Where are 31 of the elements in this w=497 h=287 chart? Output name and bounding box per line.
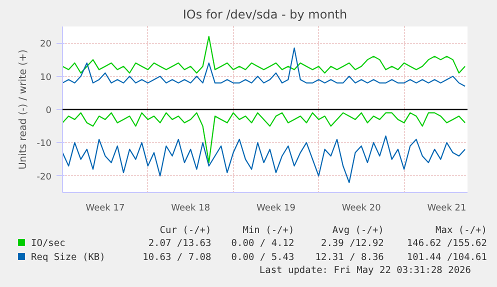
y-tick-label: 10 <box>40 72 52 83</box>
x-tick-label: Week 21 <box>427 204 466 214</box>
x-tick-label: Week 18 <box>171 204 210 214</box>
legend-label: IO/sec <box>30 237 66 251</box>
line-series <box>62 36 466 74</box>
x-tick-label: Week 17 <box>86 204 125 214</box>
text: 101.44 /104.61 <box>406 251 487 265</box>
text: Min (-/+) <box>242 225 294 237</box>
line-series <box>62 112 466 164</box>
text: 0.00 / 4.12 <box>230 237 294 251</box>
text: Max (-/+) <box>434 225 487 237</box>
text: Avg (-/+) <box>331 225 384 237</box>
text: 10.63 / 7.08 <box>142 251 212 265</box>
y-axis-title: Units read (-) / write (+) <box>18 49 29 170</box>
text: 12.31 / 8.36 <box>314 251 384 265</box>
text: 2.07 /13.63 <box>147 237 212 251</box>
y-tick-label: 20 <box>40 40 52 50</box>
text: 146.62 /155.62 <box>406 237 487 251</box>
text: Last update: Fri May 22 03:31:28 2026 <box>258 265 472 277</box>
line-series <box>62 48 466 87</box>
y-tick-label: -10 <box>36 139 52 150</box>
line-series <box>62 136 466 184</box>
y-tick-label: -20 <box>36 172 52 182</box>
text: 2.39 /12.92 <box>320 237 384 251</box>
legend-label: Req Size (KB) <box>30 251 106 265</box>
x-tick-label: Week 20 <box>342 204 382 214</box>
text: Cur (-/+) <box>158 225 212 237</box>
y-tick-label: 0 <box>46 106 52 116</box>
x-tick-label: Week 19 <box>256 204 296 214</box>
chart-title: IOs for /dev/sda - by month <box>182 8 348 22</box>
text: 0.00 / 5.43 <box>230 251 294 265</box>
